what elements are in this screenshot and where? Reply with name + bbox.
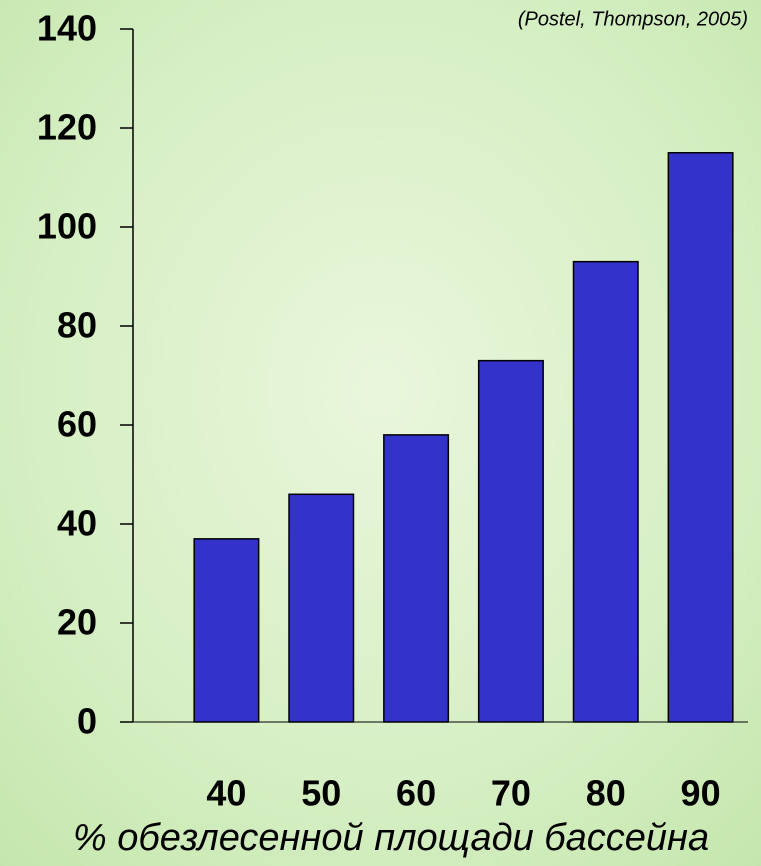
- bar: [383, 434, 450, 723]
- bar: [667, 152, 734, 723]
- x-tick-label: 50: [301, 773, 341, 814]
- chart-subtitle: (Postel, Thompson, 2005): [518, 8, 748, 30]
- x-tick-label: 70: [491, 773, 531, 814]
- y-tick-label: 60: [57, 404, 97, 445]
- y-tick-label: 40: [57, 503, 97, 544]
- y-tick-label: 80: [57, 305, 97, 346]
- y-tick-label: 140: [37, 8, 97, 49]
- bar: [477, 359, 544, 723]
- x-tick-label: 40: [206, 773, 246, 814]
- x-tick-label: 60: [396, 773, 436, 814]
- bar: [572, 260, 639, 723]
- x-tick-label: 80: [586, 773, 626, 814]
- y-tick-label: 120: [37, 107, 97, 148]
- y-tick-label: 20: [57, 602, 97, 643]
- bar: [193, 538, 260, 723]
- y-tick-label: 100: [37, 206, 97, 247]
- x-tick-label: 90: [681, 773, 721, 814]
- y-tick-label: 0: [77, 701, 97, 742]
- x-axis-label: % обезлесенной площади бассейна: [73, 817, 709, 859]
- bar: [288, 493, 355, 723]
